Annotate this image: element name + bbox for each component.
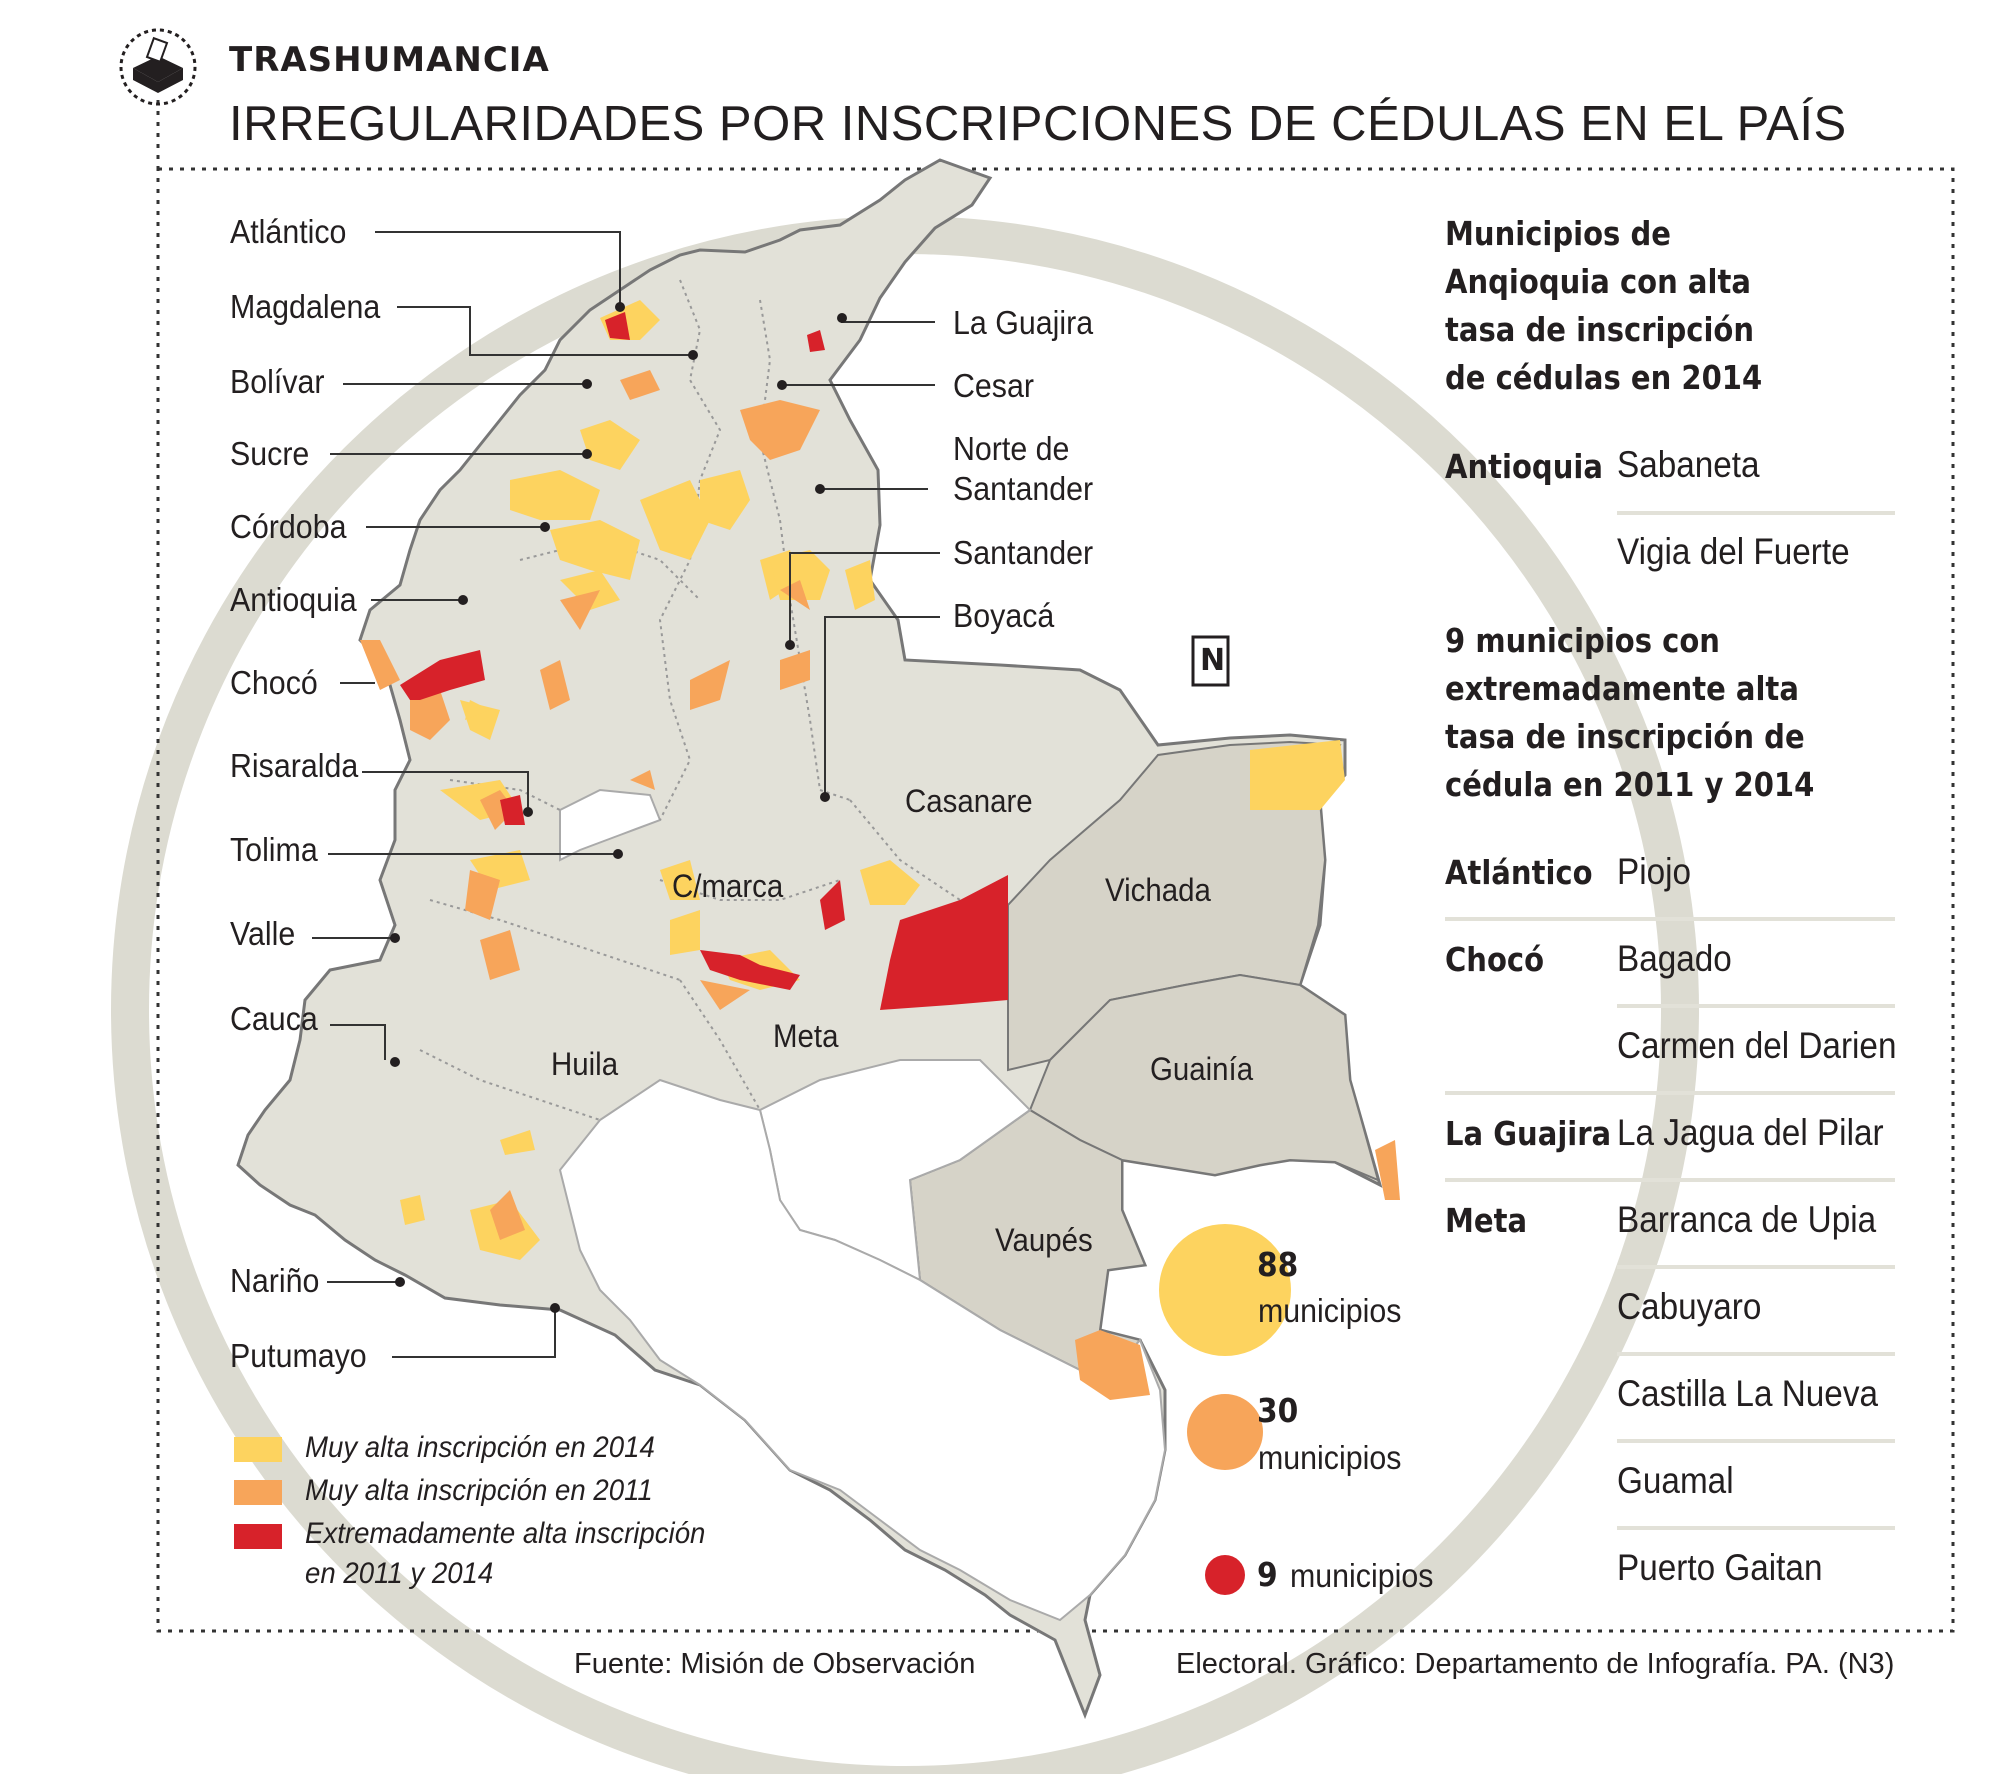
- bubble-30-unit: municipios: [1258, 1439, 1402, 1476]
- separator: [1445, 1178, 1895, 1182]
- label-magdalena: Magdalena: [230, 288, 381, 325]
- label-sucre: Sucre: [230, 435, 310, 472]
- legend-label-2014: Muy alta inscripción en 2014: [305, 1431, 655, 1464]
- sidebar-dept-antioquia: Antioquia: [1445, 447, 1603, 486]
- sidebar-dept-atlantico: Atlántico: [1445, 853, 1593, 892]
- sidebar-muni-puerto-gaitan: Puerto Gaitan: [1617, 1547, 1823, 1588]
- legend-swatch-2011: [234, 1480, 282, 1505]
- bubble-9: [1205, 1555, 1245, 1595]
- separator: [1617, 1526, 1895, 1530]
- region-label-huila: Huila: [551, 1046, 619, 1082]
- label-tolima: Tolima: [230, 831, 318, 868]
- sidebar-heading-1: Municipios de Anqioquia con alta tasa de…: [1445, 214, 1763, 397]
- north-label: N: [1200, 643, 1226, 678]
- north-arrow: [1191, 635, 1230, 687]
- sidebar-dept-la-guajira: La Guajira: [1445, 1114, 1612, 1153]
- sidebar-muni-guamal: Guamal: [1617, 1460, 1734, 1501]
- legend-label-extreme: Extremadamente alta inscripción: [305, 1517, 706, 1550]
- leader-lines: [312, 231, 940, 1358]
- page-title: IRREGULARIDADES POR INSCRIPCIONES DE CÉD…: [229, 97, 1847, 151]
- sidebar-dept-meta: Meta: [1445, 1201, 1528, 1240]
- label-norte-de: Norte de: [953, 430, 1070, 467]
- sidebar-muni-carmen: Carmen del Darien: [1617, 1025, 1897, 1066]
- separator: [1445, 1091, 1895, 1095]
- separator: [1445, 917, 1895, 921]
- label-atlantico: Atlántico: [230, 213, 347, 250]
- separator: [1617, 1265, 1895, 1269]
- label-norte-santander: Santander: [953, 470, 1094, 507]
- label-narino: Nariño: [230, 1262, 320, 1299]
- bubble-30-count: 30: [1257, 1391, 1299, 1430]
- label-santander: Santander: [953, 534, 1094, 571]
- patches-2014: [400, 300, 1345, 1260]
- legend-swatch-extreme: [234, 1524, 282, 1549]
- separator: [1617, 511, 1895, 515]
- sidebar-heading-2: 9 municipios con extremadamente alta tas…: [1445, 621, 1815, 804]
- separator: [1617, 1352, 1895, 1356]
- legend-label-2011: Muy alta inscripción en 2011: [305, 1474, 653, 1507]
- region-label-casanare: Casanare: [905, 783, 1033, 819]
- sidebar-dept-choco: Chocó: [1445, 940, 1545, 979]
- sidebar-muni-vigia: Vigia del Fuerte: [1617, 531, 1850, 572]
- label-bolivar: Bolívar: [230, 363, 325, 400]
- source-left: Fuente: Misión de Observación: [574, 1648, 976, 1680]
- label-cesar: Cesar: [953, 367, 1034, 404]
- legend-label-extreme-2: en 2011 y 2014: [305, 1557, 494, 1590]
- label-cauca: Cauca: [230, 1000, 318, 1037]
- sidebar-muni-piojo: Piojo: [1617, 851, 1692, 892]
- legend-swatch-2014: [234, 1437, 282, 1462]
- sidebar-muni-bagado: Bagado: [1617, 938, 1732, 979]
- separator: [1617, 1004, 1895, 1008]
- region-label-meta: Meta: [773, 1018, 839, 1054]
- label-valle: Valle: [230, 915, 296, 952]
- region-label-cmarca: C/marca: [672, 868, 784, 904]
- label-la-guajira: La Guajira: [953, 304, 1094, 341]
- leader-dots: [390, 302, 847, 1313]
- label-risaralda: Risaralda: [230, 747, 359, 784]
- sidebar-muni-sabaneta: Sabaneta: [1617, 444, 1760, 485]
- sidebar-muni-cabuyaro: Cabuyaro: [1617, 1286, 1762, 1327]
- blank-region-south: [558, 1078, 1167, 1622]
- separator: [1617, 1439, 1895, 1443]
- bubble-9-unit: municipios: [1290, 1557, 1434, 1594]
- label-putumayo: Putumayo: [230, 1337, 367, 1374]
- bubble-88-count: 88: [1257, 1245, 1299, 1284]
- sidebar-muni-castilla: Castilla La Nueva: [1617, 1373, 1878, 1414]
- label-choco: Chocó: [230, 664, 318, 701]
- region-label-vichada: Vichada: [1105, 872, 1211, 908]
- region-label-vaupes: Vaupés: [995, 1222, 1093, 1258]
- blank-lake: [559, 788, 662, 862]
- bubble-30: [1187, 1394, 1263, 1470]
- label-antioquia: Antioquia: [230, 581, 357, 618]
- bubble-88-unit: municipios: [1258, 1292, 1402, 1329]
- sidebar-muni-barranca: Barranca de Upia: [1617, 1199, 1877, 1240]
- region-label-guainia: Guainía: [1150, 1051, 1254, 1087]
- bubble-88: [1159, 1224, 1291, 1356]
- label-boyaca: Boyacá: [953, 597, 1055, 634]
- label-cordoba: Córdoba: [230, 508, 347, 545]
- header-kicker: TRASHUMANCIA: [229, 40, 550, 80]
- bubble-9-count: 9: [1257, 1555, 1278, 1594]
- sidebar-muni-la-jagua: La Jagua del Pilar: [1617, 1112, 1884, 1153]
- patches-extreme: [400, 312, 1008, 1010]
- source-right: Electoral. Gráfico: Departamento de Info…: [1176, 1648, 1895, 1680]
- ballot-box-icon: [119, 28, 197, 106]
